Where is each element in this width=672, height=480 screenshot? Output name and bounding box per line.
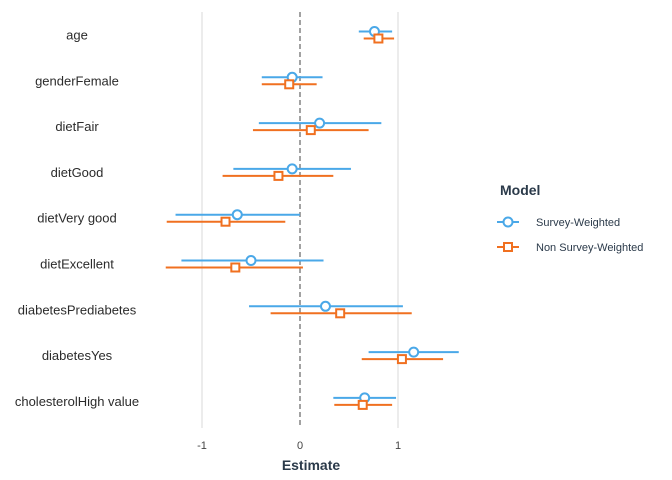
legend-items: Survey-Weighted Non Survey-Weighted [497, 216, 643, 254]
x-tick-label: -1 [197, 440, 207, 452]
point-estimate [373, 33, 384, 44]
y-tick-label: age [66, 28, 88, 43]
y-tick-labels: age genderFemale dietFair dietGood dietVery … [15, 28, 139, 409]
grid-layer [201, 12, 399, 428]
y-tick-label: genderFemale [35, 73, 119, 88]
x-tick-label: 1 [395, 440, 401, 452]
y-tick-label: dietVery good [37, 211, 117, 226]
legend-title: Model [500, 182, 540, 198]
y-tick-label: cholesterolHigh value [15, 394, 139, 409]
y-tick-label: dietFair [55, 119, 99, 134]
point-estimate [273, 170, 284, 181]
legend-label: Non Survey-Weighted [536, 242, 643, 254]
point-estimate [231, 209, 243, 221]
legend-label: Survey-Weighted [536, 217, 620, 229]
legend-item: Survey-Weighted [497, 216, 620, 229]
point-estimate [230, 262, 241, 273]
x-axis-title: Estimate [282, 457, 341, 473]
point-estimate [284, 79, 295, 90]
legend-key-marker [503, 242, 513, 252]
point-estimate [396, 354, 407, 365]
x-tick-labels: -1 0 1 [197, 440, 401, 452]
point-estimate [220, 216, 231, 227]
point-estimate [335, 308, 346, 319]
point-estimate [408, 346, 420, 358]
y-tick-label: dietExcellent [40, 257, 114, 272]
point-estimate [286, 163, 298, 175]
legend: Model Survey-Weighted Non Survey-Weighted [497, 182, 643, 254]
legend-key-marker [502, 216, 514, 228]
legend-item: Non Survey-Weighted [497, 242, 643, 254]
point-estimate [305, 125, 316, 136]
point-estimate [357, 399, 368, 410]
series-non-survey-weighted [165, 33, 444, 410]
y-tick-label: dietGood [51, 165, 104, 180]
point-estimate [314, 117, 326, 129]
series-layer [165, 26, 459, 410]
x-tick-label: 0 [297, 440, 303, 452]
point-estimate [245, 255, 257, 266]
y-tick-label: diabetesYes [42, 348, 113, 363]
point-estimate [319, 300, 331, 312]
series-survey-weighted [175, 26, 459, 404]
y-tick-label: diabetesPrediabetes [18, 302, 137, 317]
